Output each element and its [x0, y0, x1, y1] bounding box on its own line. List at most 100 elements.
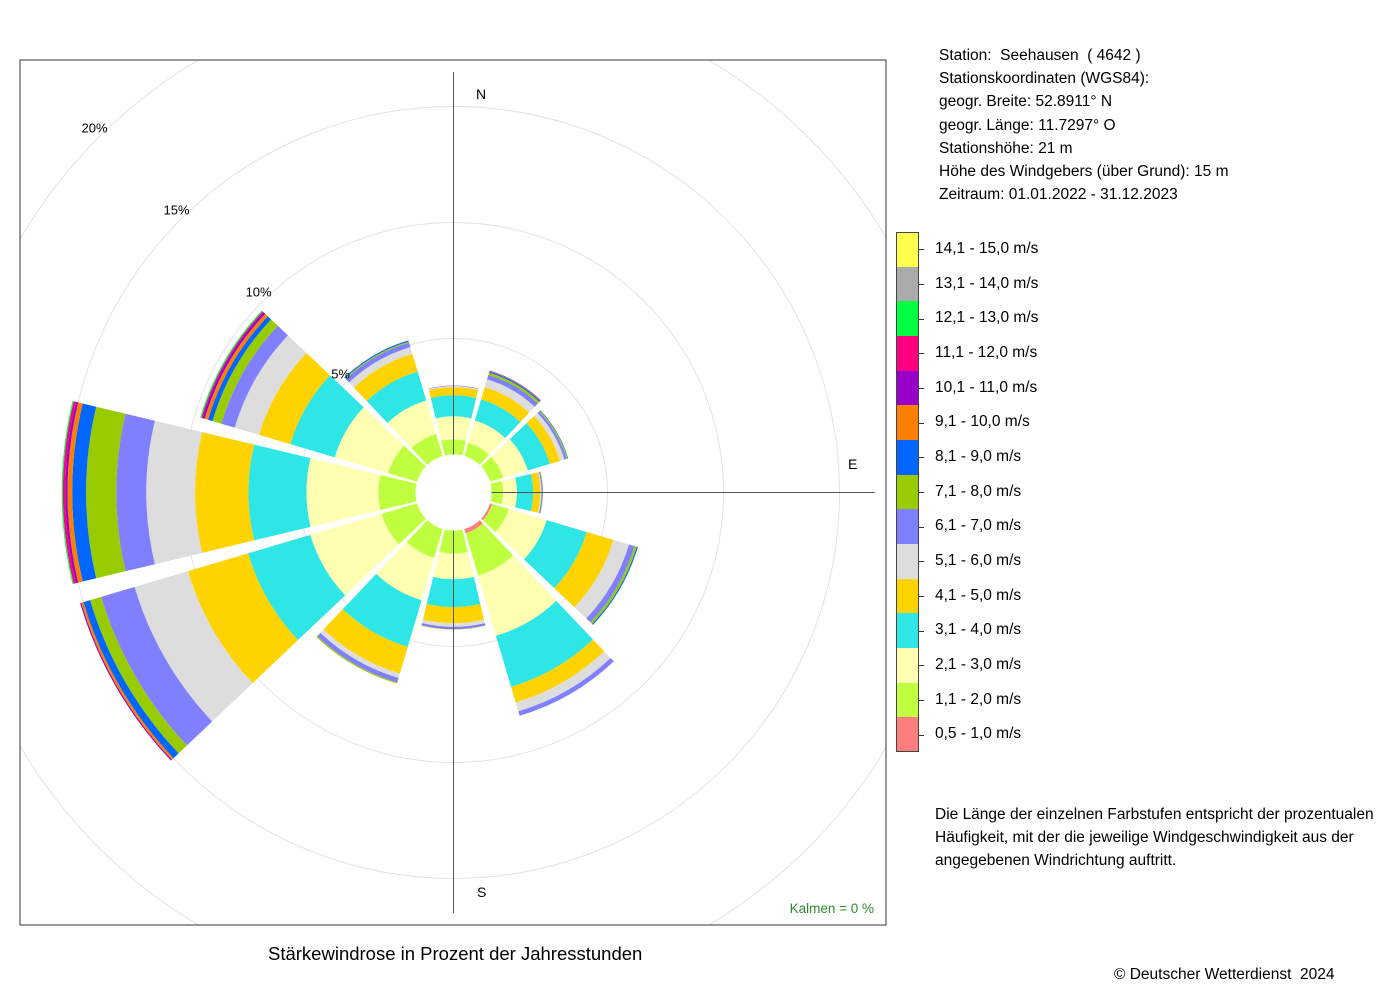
note-line-3: angegebenen Windrichtung auftritt.	[935, 852, 1177, 869]
sector-150	[464, 520, 614, 716]
legend-swatch	[896, 613, 919, 648]
legend-tick	[919, 422, 924, 424]
sector-150-bin-1	[465, 523, 514, 576]
legend-item: 5,1 - 6,0 m/s	[896, 544, 1156, 579]
sector-270-bin-7	[86, 406, 126, 579]
sector-210-bin-2	[376, 541, 435, 601]
sector-120-bin-3	[523, 520, 587, 589]
wind-sectors	[61, 310, 638, 761]
sector-240-bin-3	[248, 534, 346, 641]
legend-swatch	[896, 717, 919, 752]
ring-label-5: 5%	[331, 367, 350, 382]
sector-300-bin-3	[290, 375, 364, 458]
sector-60-bin-1	[481, 456, 504, 482]
sector-120-bin-7	[590, 546, 637, 625]
sector-270-bin-11	[62, 401, 76, 584]
station-info: Station: Seehausen ( 4642 ) Stationskoor…	[939, 44, 1228, 206]
sector-30-bin-7	[488, 372, 540, 404]
legend-item: 2,1 - 3,0 m/s	[896, 648, 1156, 683]
sector-330	[344, 340, 443, 465]
legend-tick	[919, 561, 924, 563]
sector-0-bin-6	[428, 385, 479, 390]
sector-270	[61, 401, 417, 584]
sector-300	[200, 310, 426, 482]
legend-item: 12,1 - 13,0 m/s	[896, 301, 1156, 336]
sector-180-bin-7	[421, 625, 486, 630]
direction-label-north: N	[476, 86, 486, 102]
plot-frame	[19, 59, 887, 926]
station-height: Stationshöhe: 21 m	[939, 139, 1073, 157]
legend-item: 0,5 - 1,0 m/s	[896, 717, 1156, 752]
sector-240-bin-4	[187, 553, 299, 684]
explanation-note: Die Länge der einzelnen Farbstufen entsp…	[935, 803, 1395, 872]
sector-270-bin-1	[378, 474, 417, 511]
sector-330-bin-4	[353, 353, 418, 401]
legend-label: 5,1 - 6,0 m/s	[935, 552, 1022, 569]
note-line-2: Häufigkeit, mit der die jeweilige Windge…	[935, 829, 1354, 846]
ring-label-15: 15%	[164, 203, 190, 218]
legend-tick	[919, 595, 924, 597]
legend-item: 8,1 - 9,0 m/s	[896, 440, 1156, 475]
legend-item: 4,1 - 5,0 m/s	[896, 578, 1156, 614]
legend-item: 9,1 - 10,0 m/s	[896, 405, 1156, 440]
legend-item: 14,1 - 15,0 m/s	[896, 232, 1156, 267]
sector-30-bin-3	[474, 399, 521, 439]
legend-label: 10,1 - 11,0 m/s	[935, 378, 1038, 396]
legend-swatch	[896, 232, 919, 267]
sector-240-bin-7	[90, 596, 187, 754]
sector-210-bin-6	[317, 632, 399, 683]
coordinates-heading: Stationskoordinaten (WGS84):	[939, 70, 1150, 88]
legend-swatch	[896, 682, 919, 718]
legend-tick	[919, 491, 924, 493]
sector-0-bin-5	[428, 386, 479, 391]
chart-caption: Stärkewindrose in Prozent der Jahresstun…	[268, 943, 643, 964]
legend-item: 6,1 - 7,0 m/s	[896, 509, 1156, 544]
latitude: geogr. Breite: 52.8911° N	[939, 93, 1113, 111]
sector-180-bin-5	[422, 619, 485, 627]
calm-center-circle	[415, 454, 492, 531]
sector-240-bin-1	[381, 503, 426, 545]
sector-60-bin-3	[509, 423, 550, 471]
sector-60	[481, 410, 569, 482]
legend-label: 8,1 - 9,0 m/s	[935, 448, 1022, 465]
sector-60-bin-4	[526, 416, 561, 464]
legend-tick	[919, 630, 924, 632]
sector-210-bin-5	[320, 629, 400, 678]
sector-240-bin-8	[83, 600, 179, 759]
sector-270-bin-5	[146, 420, 203, 565]
sector-270-bin-6	[116, 413, 155, 572]
legend-swatch	[896, 440, 919, 475]
sector-150-bin-2	[478, 555, 557, 636]
sector-60-bin-2	[491, 439, 528, 478]
copyright: © Deutscher Wetterdienst 2024	[1114, 966, 1335, 983]
sector-300-bin-4	[259, 352, 331, 445]
sector-120-bin-6	[586, 544, 635, 623]
sector-330-bin-2	[387, 400, 437, 449]
sector-210-bin-4	[323, 609, 408, 674]
legend-swatch	[896, 648, 919, 683]
sector-60-bin-5	[534, 412, 565, 461]
sector-120-bin-4	[554, 531, 614, 608]
direction-label-south: S	[477, 884, 486, 900]
legend-tick	[919, 457, 924, 459]
legend-swatch	[896, 266, 919, 302]
sector-270-bin-10	[65, 401, 79, 584]
sector-300-bin-2	[334, 407, 405, 474]
sector-330-bin-5	[349, 347, 413, 388]
legend-label: 7,1 - 8,0 m/s	[935, 482, 1022, 500]
legend-tick	[919, 734, 924, 736]
legend-swatch	[896, 578, 919, 614]
sector-30-bin-6	[487, 374, 538, 407]
legend-item: 13,1 - 14,0 m/s	[896, 266, 1156, 302]
ring-label-20: 20%	[82, 121, 108, 136]
legend-tick	[919, 353, 924, 355]
sector-240-bin-2	[310, 513, 400, 596]
legend-swatch	[896, 509, 919, 544]
legend-swatch	[896, 370, 919, 406]
sector-180-bin-6	[421, 623, 486, 630]
legend-item: 3,1 - 4,0 m/s	[896, 613, 1156, 648]
legend-label: 13,1 - 14,0 m/s	[935, 274, 1039, 292]
sector-120	[481, 503, 638, 625]
sector-150-bin-4	[511, 639, 605, 703]
